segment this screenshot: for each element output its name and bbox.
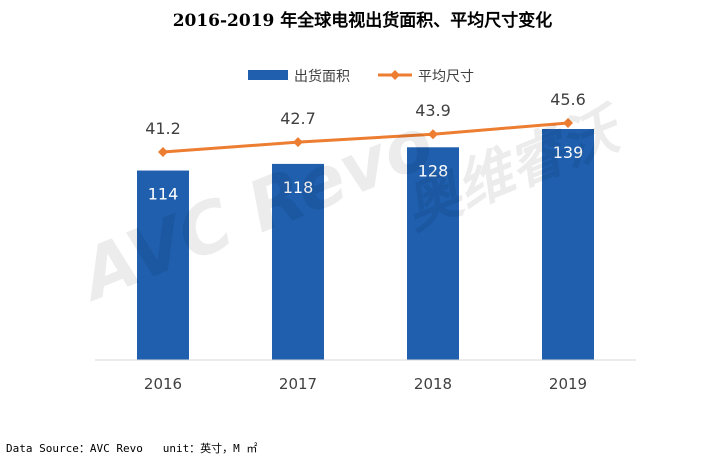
legend-marker-line [390,70,400,80]
line-point [563,118,573,128]
bar [542,129,594,360]
x-axis: 2016 2017 2018 2019 [95,359,636,393]
x-tick-label: 2018 [414,375,452,393]
bar [272,163,324,360]
legend-label-bar: 出货面积 [294,68,350,85]
line-point [428,129,438,140]
line-point [158,147,168,157]
x-tick-label: 2016 [144,375,182,393]
x-tick-label: 2017 [279,375,317,393]
line-data-label: 41.2 [145,119,181,138]
line-series: 41.2 42.7 43.9 45.6 [145,90,586,157]
bar-data-label: 114 [148,185,179,204]
line-data-label: 45.6 [550,90,586,109]
x-tick-label: 2019 [549,375,587,393]
line-data-label: 43.9 [415,101,451,120]
chart-title: 2016-2019 年全球电视出货面积、平均尺寸变化 [172,11,553,31]
line-point [293,137,303,148]
line-data-label: 42.7 [280,109,316,128]
legend-swatch-bar [248,70,288,80]
bar-series: 114 118 128 139 [137,129,594,360]
data-source-note: Data Source：AVC Revo unit：英寸，M ㎡ [6,442,258,455]
bar [137,170,189,360]
line-path [162,121,569,154]
bar-data-label: 128 [418,161,449,180]
legend-label-line: 平均尺寸 [418,69,474,85]
bar-data-label: 118 [283,178,314,197]
legend: 出货面积 平均尺寸 [248,68,474,85]
bar [407,147,459,360]
bar-data-label: 139 [553,143,584,162]
